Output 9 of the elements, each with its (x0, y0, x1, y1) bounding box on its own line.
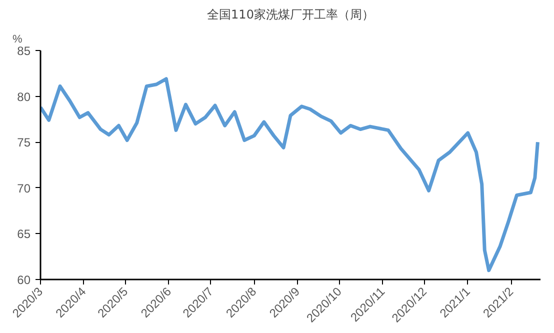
y-tick-label: 60 (17, 273, 31, 287)
y-tick-label: 65 (17, 227, 31, 242)
y-tick-label: 80 (17, 90, 31, 104)
y-tick-label: 70 (17, 181, 31, 196)
y-tick-label: 75 (17, 136, 31, 150)
y-tick-label: 85 (17, 44, 31, 58)
chart-title: 全国110家洗煤厂开工率（周） (207, 8, 374, 22)
y-axis-title: % (12, 34, 22, 46)
line-series (40, 77, 540, 272)
